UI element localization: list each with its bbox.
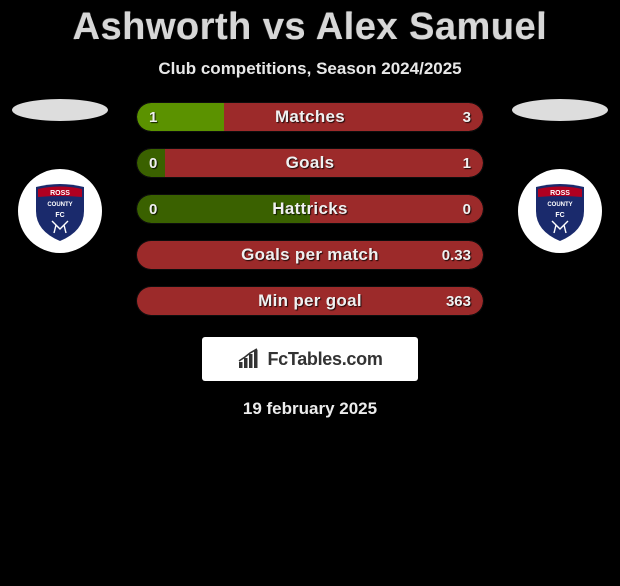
stat-bar: Goals per match0.33 [137,241,483,269]
player-right-avatar-placeholder [512,99,608,121]
crest-fc-text: FC [55,212,64,219]
bar-chart-icon [237,348,263,370]
svg-text:ROSS: ROSS [550,190,570,197]
stat-bar: Min per goal363 [137,287,483,315]
comparison-title: Ashworth vs Alex Samuel [0,6,620,49]
stat-bar-left-fill [137,195,310,223]
club-crest-right: ROSS COUNTY FC [518,169,602,253]
svg-text:COUNTY: COUNTY [547,202,572,208]
crest-bottom-text: COUNTY [47,202,72,208]
svg-text:FC: FC [555,212,564,219]
stat-bar-right-fill [165,149,483,177]
comparison-subtitle: Club competitions, Season 2024/2025 [0,59,620,79]
player-left-avatar-placeholder [12,99,108,121]
comparison-date: 19 february 2025 [0,399,620,419]
stat-bar: Matches13 [137,103,483,131]
shield-icon: ROSS COUNTY FC [32,181,88,241]
player-left-column: ROSS COUNTY FC [10,99,110,253]
comparison-body: ROSS COUNTY FC ROSS COUNTY FC [0,103,620,419]
brand-label: FcTables.com [267,349,382,370]
stat-bar-right-fill [310,195,483,223]
stat-bar-right-fill [137,287,483,315]
club-crest-left: ROSS COUNTY FC [18,169,102,253]
crest-top-text: ROSS [50,190,70,197]
stat-bar-left-fill [137,149,165,177]
player-right-column: ROSS COUNTY FC [510,99,610,253]
stat-bar-right-fill [224,103,484,131]
stat-bars: Matches13 Goals01 Hattricks00 Goals per mat… [137,103,483,315]
stat-bar-right-fill [137,241,483,269]
stat-bar: Goals01 [137,149,483,177]
shield-icon: ROSS COUNTY FC [532,181,588,241]
brand-badge: FcTables.com [202,337,418,381]
stat-bar-left-fill [137,103,224,131]
stat-bar: Hattricks00 [137,195,483,223]
